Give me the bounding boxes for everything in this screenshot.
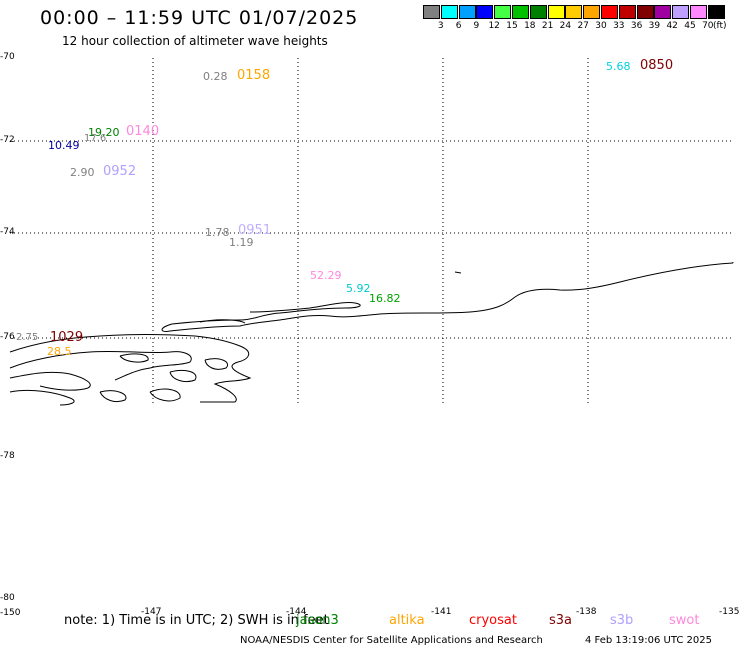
colorbar-label: 27 xyxy=(577,21,589,31)
colorbar-label: 15 xyxy=(506,21,518,31)
map-title: 00:00 – 11:59 UTC 01/07/2025 xyxy=(40,7,359,29)
wave-height-label: 10.49 xyxy=(48,139,80,152)
wave-height-label: 1.78 xyxy=(205,226,230,239)
wave-height-label: 0.28 xyxy=(203,70,228,83)
legend-swot: swot xyxy=(669,613,700,628)
wave-height-label: 2.90 xyxy=(70,166,95,179)
pass-time-label: 0951 xyxy=(238,223,272,238)
pass-time-label: 1029 xyxy=(50,330,84,345)
colorbar-swatch xyxy=(672,5,690,19)
colorbar-label: 24 xyxy=(559,21,572,31)
lon-label-150: -150 xyxy=(0,608,21,618)
legend-jason3: jason3 xyxy=(296,613,339,628)
lon-label-147: -147 xyxy=(141,607,162,617)
colorbar-swatch xyxy=(512,5,529,19)
colorbar-label: 45 xyxy=(684,21,696,31)
wave-height-label: 2.75 xyxy=(16,332,39,343)
legend-altika: altika xyxy=(389,613,425,628)
credit-line: NOAA/NESDIS Center for Satellite Applica… xyxy=(240,635,543,646)
coastline xyxy=(9,262,734,406)
wave-height-label: 1.19 xyxy=(229,236,254,249)
pass-time-label: 0158 xyxy=(237,68,271,83)
colorbar-swatch xyxy=(583,5,601,19)
lat-label-78: -78 xyxy=(0,451,15,461)
lon-label-144: -144 xyxy=(286,607,307,617)
footer-note: note: 1) Time is in UTC; 2) SWH is in fe… xyxy=(64,613,329,628)
colorbar-label: 12 xyxy=(488,21,500,31)
wave-height-label: 19.20 xyxy=(88,126,120,139)
wave-height-label: 5.68 xyxy=(606,60,631,73)
colorbar-swatch xyxy=(423,5,440,19)
colorbar-unit: (ft) xyxy=(713,21,727,31)
colorbar-label: 39 xyxy=(648,21,661,31)
colorbar-swatch xyxy=(547,5,565,19)
pass-time-label: 0952 xyxy=(103,164,137,179)
colorbar-label: 18 xyxy=(524,21,536,31)
colorbar-swatch xyxy=(690,5,707,19)
colorbar-label: 42 xyxy=(666,21,678,31)
lat-label-80: -80 xyxy=(0,593,15,603)
colorbar-label: 36 xyxy=(630,21,643,31)
lon-label-135: -135 xyxy=(719,607,740,617)
lat-label-76: -76 xyxy=(0,332,15,342)
lat-label-74: -74 xyxy=(0,227,15,237)
generation-timestamp: 4 Feb 13:19:06 UTC 2025 xyxy=(585,635,712,646)
lat-label-72: -72 xyxy=(0,135,15,145)
colorbar-label: 21 xyxy=(541,21,554,31)
wave-height-label: 17.6 xyxy=(84,133,107,144)
colorbar-label: 30 xyxy=(595,21,607,31)
lon-label-141: -141 xyxy=(431,607,452,617)
colorbar-swatch xyxy=(601,5,618,19)
colorbar-swatch xyxy=(529,5,547,19)
colorbar-swatch xyxy=(636,5,654,19)
colorbar-label: 70 xyxy=(702,21,714,31)
colorbar-label: 9 xyxy=(473,21,480,31)
pass-time-label: 0850 xyxy=(640,58,674,73)
graticule xyxy=(10,58,733,405)
lon-label-138: -138 xyxy=(576,607,597,617)
wave-height-label: 52.29 xyxy=(310,269,342,282)
colorbar-swatch xyxy=(565,5,583,19)
wave-height-label: 5.92 xyxy=(346,282,371,295)
legend-s3a: s3a xyxy=(549,613,573,628)
legend-s3b: s3b xyxy=(610,613,634,628)
pass-time-label: 0140 xyxy=(126,124,160,139)
colorbar-swatch xyxy=(654,5,672,19)
map-subtitle: 12 hour collection of altimeter wave hei… xyxy=(62,34,328,48)
wave-height-label: 16.82 xyxy=(369,292,401,305)
wave-height-label: 28.5 xyxy=(47,345,72,358)
colorbar-swatch xyxy=(618,5,636,19)
colorbar-swatch xyxy=(494,5,512,19)
colorbar-swatch xyxy=(440,5,458,19)
colorbar-label: 33 xyxy=(613,21,625,31)
colorbar-swatch xyxy=(707,5,725,19)
colorbar-swatch xyxy=(476,5,494,19)
colorbar-swatch xyxy=(458,5,476,19)
lat-label-70: -70 xyxy=(0,52,15,62)
colorbar-label: 6 xyxy=(455,21,462,31)
colorbar-label: 3 xyxy=(437,21,444,31)
legend-cryosat: cryosat xyxy=(469,613,517,628)
